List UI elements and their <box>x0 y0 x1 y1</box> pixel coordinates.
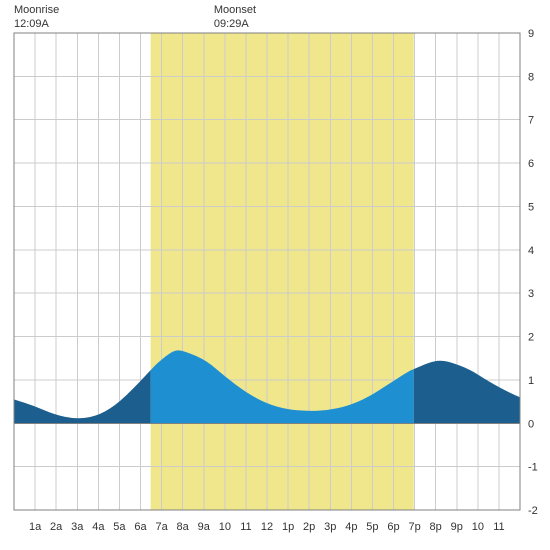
x-tick-label: 10 <box>219 521 231 533</box>
moonset-time: 09:29A <box>214 18 249 30</box>
x-tick-label: 2p <box>303 521 315 533</box>
x-tick-label: 8a <box>177 521 190 533</box>
x-tick-label: 2a <box>50 521 63 533</box>
x-tick-label: 9a <box>198 521 211 533</box>
y-tick-label: 5 <box>528 201 534 213</box>
x-tick-label: 5p <box>366 521 378 533</box>
moonrise-time: 12:09A <box>14 18 49 30</box>
x-tick-label: 6p <box>387 521 399 533</box>
x-tick-label: 5a <box>113 521 126 533</box>
chart-svg: -2-101234567891a2a3a4a5a6a7a8a9a1011121p… <box>0 0 550 550</box>
x-tick-label: 7a <box>155 521 168 533</box>
x-tick-label: 12 <box>261 521 273 533</box>
y-tick-label: -2 <box>528 505 538 517</box>
tide-chart: Moonrise 12:09A Moonset 09:29A -2-101234… <box>0 0 550 550</box>
x-tick-label: 6a <box>134 521 147 533</box>
tide-area-night-pm <box>414 361 520 423</box>
moonset-title: Moonset <box>214 4 256 16</box>
y-tick-label: 7 <box>528 115 534 127</box>
x-tick-label: 1a <box>29 521 42 533</box>
y-tick-label: 0 <box>528 418 534 430</box>
y-tick-label: 8 <box>528 71 534 83</box>
x-tick-label: 3p <box>324 521 336 533</box>
x-tick-label: 7p <box>408 521 420 533</box>
y-tick-label: -1 <box>528 462 538 474</box>
x-tick-label: 4p <box>345 521 357 533</box>
y-tick-label: 3 <box>528 288 534 300</box>
moonrise-title: Moonrise <box>14 4 59 16</box>
y-tick-label: 2 <box>528 332 534 344</box>
y-tick-label: 1 <box>528 375 534 387</box>
x-tick-label: 3a <box>71 521 84 533</box>
x-tick-label: 10 <box>472 521 484 533</box>
x-tick-label: 8p <box>430 521 442 533</box>
x-tick-label: 11 <box>493 521 504 533</box>
daylight-band <box>151 33 414 510</box>
x-tick-label: 1p <box>282 521 294 533</box>
x-tick-label: 4a <box>92 521 105 533</box>
moonrise-label: Moonrise 12:09A <box>14 3 59 31</box>
y-tick-label: 9 <box>528 28 534 40</box>
tide-area-night-am <box>14 370 151 423</box>
x-tick-label: 9p <box>451 521 463 533</box>
y-tick-label: 6 <box>528 158 534 170</box>
moonset-label: Moonset 09:29A <box>214 3 256 31</box>
y-tick-label: 4 <box>528 245 534 257</box>
x-tick-label: 11 <box>240 521 251 533</box>
